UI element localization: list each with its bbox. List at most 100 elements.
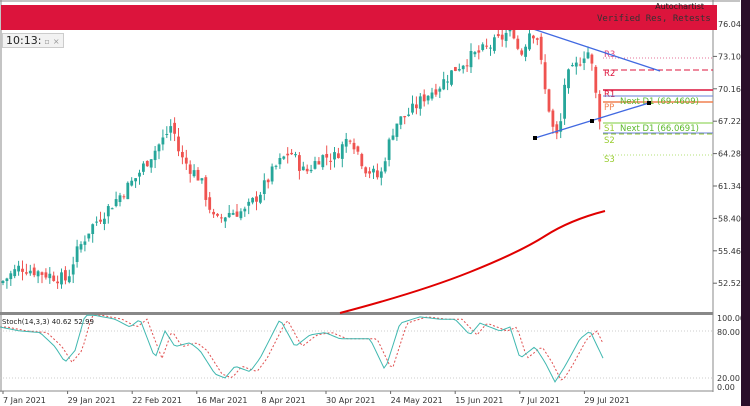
candle-body	[184, 157, 188, 164]
candle-body	[516, 38, 520, 49]
price-tick-label: 55.46	[718, 247, 741, 256]
candle-body	[255, 196, 258, 202]
candle-body	[9, 273, 13, 280]
candle-body	[321, 155, 325, 168]
candle-body	[559, 121, 563, 132]
candle-body	[1, 281, 5, 284]
resistance-zone-banner	[1, 5, 717, 30]
candle-body	[430, 92, 434, 99]
price-tick-label: 61.34	[718, 182, 741, 191]
candle-body	[91, 224, 95, 234]
price-tick-label: 67.22	[718, 117, 741, 126]
candle-body	[532, 35, 535, 39]
candle-body	[301, 166, 305, 171]
candle-body	[582, 58, 586, 63]
candle-body	[493, 37, 496, 51]
candle-body	[36, 271, 40, 277]
date-tick-label: 7 Jan 2021	[3, 396, 46, 405]
candle-body	[352, 142, 356, 150]
candle-body	[298, 155, 301, 171]
price-tick-label: 58.40	[718, 214, 741, 223]
candle-body	[64, 270, 67, 281]
candle-body	[220, 217, 223, 219]
candle-body	[364, 167, 368, 174]
candle-body	[145, 160, 149, 167]
candle-body	[598, 93, 602, 122]
candle-body	[333, 152, 336, 160]
date-tick-label: 24 May 2021	[391, 396, 443, 405]
candle-body	[520, 50, 524, 55]
price-tick-label: 64.28	[718, 150, 741, 159]
candle-body	[44, 272, 48, 278]
candle-body	[457, 68, 461, 71]
candle-body	[83, 241, 87, 245]
level-label-s1: S1	[604, 124, 615, 134]
candle-body	[528, 33, 531, 50]
candle-body	[496, 34, 500, 37]
candle-body	[266, 179, 270, 183]
price-tick-label: 73.10	[718, 52, 741, 61]
price-tick-label: 52.52	[718, 279, 741, 288]
candle-body	[340, 144, 344, 159]
right-border	[741, 0, 750, 406]
candle-body	[95, 221, 98, 223]
candle-body	[239, 211, 243, 219]
candle-body	[40, 272, 44, 275]
stoch-axis-label: 80.00	[717, 328, 740, 337]
candle-body	[590, 54, 594, 64]
candle-body	[181, 151, 184, 158]
candle-body	[110, 208, 114, 210]
candle-body	[243, 208, 247, 212]
candle-body	[415, 104, 418, 109]
candle-body	[17, 265, 20, 272]
candle-body	[387, 139, 391, 160]
date-tick-label: 22 Feb 2021	[132, 396, 182, 405]
candle-body	[481, 44, 485, 50]
moving-average-line	[339, 210, 606, 314]
candle-body	[118, 195, 122, 203]
candle-body	[173, 122, 176, 134]
candle-body	[204, 177, 208, 200]
time-box[interactable]: 10:13: ▫ ×	[2, 33, 64, 48]
candle-body	[56, 281, 59, 284]
candle-body	[563, 84, 566, 119]
candle-body	[122, 196, 126, 198]
date-tick-label: 16 Mar 2021	[197, 396, 248, 405]
candle-body	[418, 96, 422, 109]
candle-body	[574, 62, 578, 67]
level-label-r1: R1	[604, 90, 615, 100]
candle-body	[251, 197, 254, 203]
candle-body	[138, 172, 141, 177]
candle-body	[262, 180, 266, 194]
level-label-s2: S2	[604, 136, 615, 146]
candle-body	[411, 103, 414, 113]
candle-body	[71, 264, 75, 275]
candle-body	[407, 114, 410, 116]
candle-body	[465, 65, 469, 67]
candle-body	[161, 137, 165, 145]
restore-icon[interactable]: ▫	[44, 37, 50, 46]
candle-body	[446, 81, 449, 83]
candle-body	[13, 269, 17, 277]
stoch-axis-label: 20.00	[717, 374, 740, 383]
date-tick-label: 30 Apr 2021	[326, 396, 375, 405]
triangle-upper-line	[511, 21, 661, 72]
candle-body	[473, 52, 477, 55]
candle-body	[555, 124, 559, 134]
candle-body	[134, 178, 137, 182]
candle-body	[274, 165, 278, 167]
candle-body	[450, 70, 453, 85]
candle-body	[485, 45, 488, 47]
candle-body	[21, 268, 24, 272]
candle-body	[317, 161, 321, 165]
autochartist-logo[interactable]: Autochartist	[655, 2, 704, 11]
candle-body	[356, 146, 360, 152]
candle-body	[305, 168, 309, 172]
price-tick-label: 76.04	[718, 20, 741, 29]
candle-body	[169, 126, 173, 133]
close-icon[interactable]: ×	[52, 37, 60, 46]
candle-body	[286, 153, 290, 156]
candle-body	[578, 64, 582, 66]
